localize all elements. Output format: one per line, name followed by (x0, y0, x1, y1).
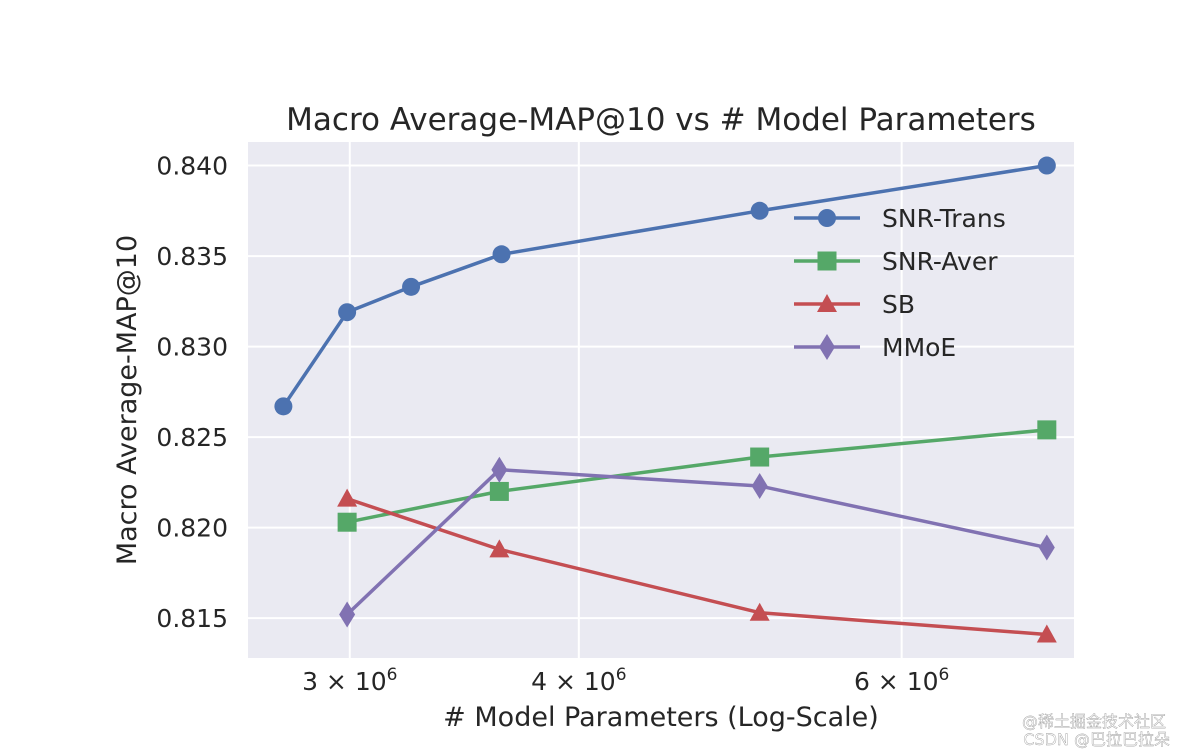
series-line-mmoe (345, 467, 1048, 616)
data-point-snr-aver (337, 512, 357, 532)
legend-marker-sb (817, 294, 837, 312)
data-point-sb (749, 602, 770, 621)
series-line-snr-trans (281, 163, 1048, 408)
y-tick-label: 0.835 (156, 242, 228, 271)
y-tick-labels: 0.815 0.820 0.825 0.830 0.835 0.840 (156, 152, 228, 634)
data-point-snr-trans (750, 201, 769, 220)
data-point-sb (489, 539, 510, 558)
data-point-snr-aver (1037, 420, 1057, 440)
watermark-line-2: CSDN @巴拉巴拉朵 (1023, 730, 1170, 749)
x-tick-label: 3 × 106 (302, 665, 397, 696)
data-point-snr-aver (750, 447, 770, 467)
data-point-mmoe (491, 456, 508, 483)
y-tick-label: 0.815 (156, 604, 228, 633)
y-tick-label: 0.820 (156, 514, 228, 543)
x-tick-label: 6 × 106 (854, 665, 949, 696)
y-tick-label: 0.830 (156, 333, 228, 362)
data-point-snr-trans (492, 245, 511, 264)
legend-label-mmoe: MMoE (882, 333, 956, 362)
data-point-mmoe (1038, 534, 1055, 561)
data-point-sb (1036, 624, 1057, 643)
chart-title: Macro Average-MAP@10 vs # Model Paramete… (286, 102, 1036, 138)
legend-label-snr-aver: SNR-Aver (882, 247, 998, 276)
data-point-mmoe (751, 473, 768, 499)
data-point-sb (337, 488, 358, 507)
grid-lines (248, 142, 1074, 658)
data-point-mmoe (339, 601, 356, 628)
x-axis-label: # Model Parameters (Log-Scale) (443, 702, 879, 733)
y-tick-label: 0.825 (156, 423, 228, 452)
legend: SNR-Trans SNR-Aver SB MMoE (794, 204, 1006, 362)
legend-marker-snr-aver (817, 251, 837, 271)
x-tick-labels: 3 × 106 4 × 106 6 × 106 (302, 665, 949, 696)
legend-label-sb: SB (882, 290, 915, 319)
data-point-snr-trans (338, 303, 357, 322)
series-line-snr-aver (346, 428, 1047, 524)
series-layer (274, 156, 1057, 643)
legend-marker-mmoe (819, 334, 835, 360)
x-tick-label: 4 × 106 (531, 665, 626, 696)
data-point-snr-aver (489, 481, 509, 501)
watermark-line-1: @稀土掘金技术社区 (1022, 712, 1166, 731)
legend-marker-snr-trans (818, 209, 836, 227)
series-line-sb (346, 497, 1047, 637)
legend-label-snr-trans: SNR-Trans (882, 204, 1006, 233)
y-tick-label: 0.840 (156, 152, 228, 181)
y-axis-label: Macro Average-MAP@10 (112, 235, 143, 565)
data-point-snr-trans (274, 397, 293, 416)
data-point-snr-trans (402, 277, 421, 296)
data-point-snr-trans (1037, 156, 1056, 175)
